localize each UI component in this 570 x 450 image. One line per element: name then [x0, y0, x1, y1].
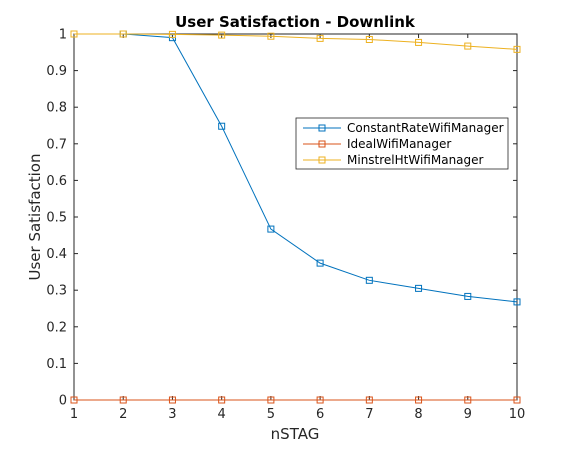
x-tick-label: 6	[316, 407, 324, 422]
x-tick-label: 4	[218, 407, 226, 422]
x-axis-label: nSTAG	[271, 425, 320, 443]
legend-entry: ConstantRateWifiManager	[303, 121, 504, 135]
data-point	[464, 396, 472, 404]
series-line	[74, 33, 518, 303]
y-tick-label: 0.3	[46, 284, 67, 299]
x-tick-label: 3	[168, 407, 176, 422]
y-tick-label: 0.1	[46, 357, 67, 372]
x-tick-label: 8	[414, 407, 422, 422]
data-point	[365, 276, 373, 284]
legend-marker	[318, 140, 326, 148]
axes-box	[73, 33, 518, 401]
data-point	[513, 396, 521, 404]
data-point	[70, 30, 78, 38]
y-tick-label: 0.5	[46, 211, 67, 226]
data-point	[119, 30, 127, 38]
data-point	[119, 396, 127, 404]
data-point	[464, 292, 472, 300]
x-tick-label: 1	[70, 407, 78, 422]
legend-label: MinstrelHtWifiManager	[347, 153, 484, 167]
series-layer	[70, 30, 521, 404]
legend-marker	[318, 156, 326, 164]
x-tick-label: 10	[509, 407, 526, 422]
data-point	[168, 30, 176, 38]
series-2	[70, 30, 521, 53]
chart-title: User Satisfaction - Downlink	[175, 13, 416, 31]
data-point	[415, 284, 423, 292]
data-point	[513, 298, 521, 306]
data-point	[464, 42, 472, 50]
data-point	[415, 38, 423, 46]
y-tick-label: 0.4	[46, 247, 67, 262]
data-point	[365, 396, 373, 404]
x-tick-label: 2	[119, 407, 127, 422]
data-point	[365, 35, 373, 43]
series-line	[74, 33, 518, 50]
y-tick-label: 0.9	[46, 64, 67, 79]
data-point	[316, 396, 324, 404]
legend-entry: MinstrelHtWifiManager	[303, 153, 484, 167]
legend-marker	[318, 124, 326, 132]
data-point	[218, 396, 226, 404]
plot-area: 1 2 3 4 5 6 7 8 9 10 0 0.1 0.2 0.3 0.4 0.5 0.6 0.7 0.8 0.9…	[46, 28, 525, 423]
y-tick-label: 0.8	[46, 101, 67, 116]
data-point	[513, 45, 521, 53]
data-point	[70, 396, 78, 404]
data-point	[267, 225, 275, 233]
x-tick-label: 5	[267, 407, 275, 422]
series-1	[70, 396, 521, 404]
data-point	[316, 259, 324, 267]
legend-label: ConstantRateWifiManager	[347, 121, 504, 135]
data-point	[168, 396, 176, 404]
y-axis: 0 0.1 0.2 0.3 0.4 0.5 0.6 0.7 0.8 0.9 1	[46, 28, 517, 409]
x-tick-label: 9	[464, 407, 472, 422]
data-point	[267, 396, 275, 404]
legend-label: IdealWifiManager	[347, 137, 451, 151]
y-tick-label: 1	[59, 28, 67, 43]
data-point	[218, 31, 226, 39]
y-tick-label: 0.6	[46, 174, 67, 189]
y-tick-label: 0.7	[46, 137, 67, 152]
data-point	[218, 122, 226, 130]
legend: ConstantRateWifiManager IdealWifiManager M…	[295, 117, 509, 170]
data-point	[267, 32, 275, 40]
data-point	[316, 34, 324, 42]
x-tick-label: 7	[365, 407, 373, 422]
legend-entry: IdealWifiManager	[303, 137, 451, 151]
y-tick-label: 0	[59, 394, 67, 409]
data-point	[415, 396, 423, 404]
y-tick-label: 0.2	[46, 320, 67, 335]
y-axis-label: User Satisfaction	[26, 154, 44, 281]
